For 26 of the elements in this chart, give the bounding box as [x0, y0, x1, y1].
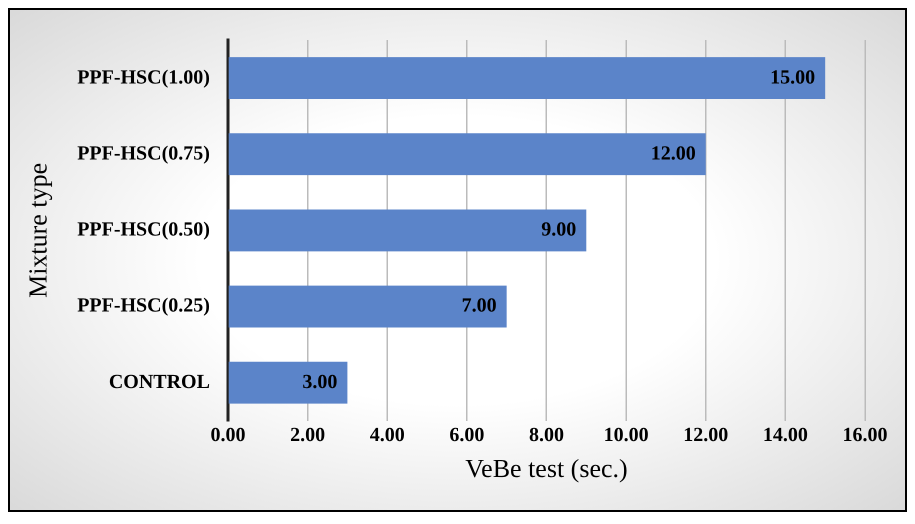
x-tick-label: 0.00: [210, 424, 246, 446]
x-axis-title: VeBe test (sec.): [465, 454, 628, 484]
bar: [228, 57, 826, 100]
x-tick-label: 12.00: [683, 424, 728, 446]
bar: [228, 286, 507, 328]
x-tick-label: 2.00: [290, 424, 326, 446]
bar: [228, 133, 706, 176]
data-label: 12.00: [650, 142, 696, 164]
bar: [228, 209, 586, 252]
data-label: 3.00: [302, 370, 338, 393]
x-tick-label: 16.00: [842, 424, 888, 446]
x-tick-label: 14.00: [762, 424, 808, 446]
x-tick-label: 8.00: [528, 424, 564, 446]
x-tick-label: 6.00: [449, 424, 484, 446]
y-tick-label: PPF-HSC(0.25): [77, 294, 210, 317]
y-axis-title: Mixture type: [23, 162, 52, 298]
x-tick-label: 4.00: [370, 424, 405, 446]
y-tick-label: PPF-HSC(0.50): [77, 218, 210, 241]
data-label: 15.00: [770, 66, 816, 88]
data-label: 9.00: [541, 218, 576, 241]
x-tick-label: 10.00: [604, 424, 649, 446]
y-tick-label: PPF-HSC(0.75): [77, 142, 210, 164]
y-tick-label: CONTROL: [108, 370, 210, 393]
data-label: 7.00: [462, 294, 497, 317]
bar: [228, 362, 348, 404]
y-tick-label: PPF-HSC(1.00): [77, 66, 210, 88]
